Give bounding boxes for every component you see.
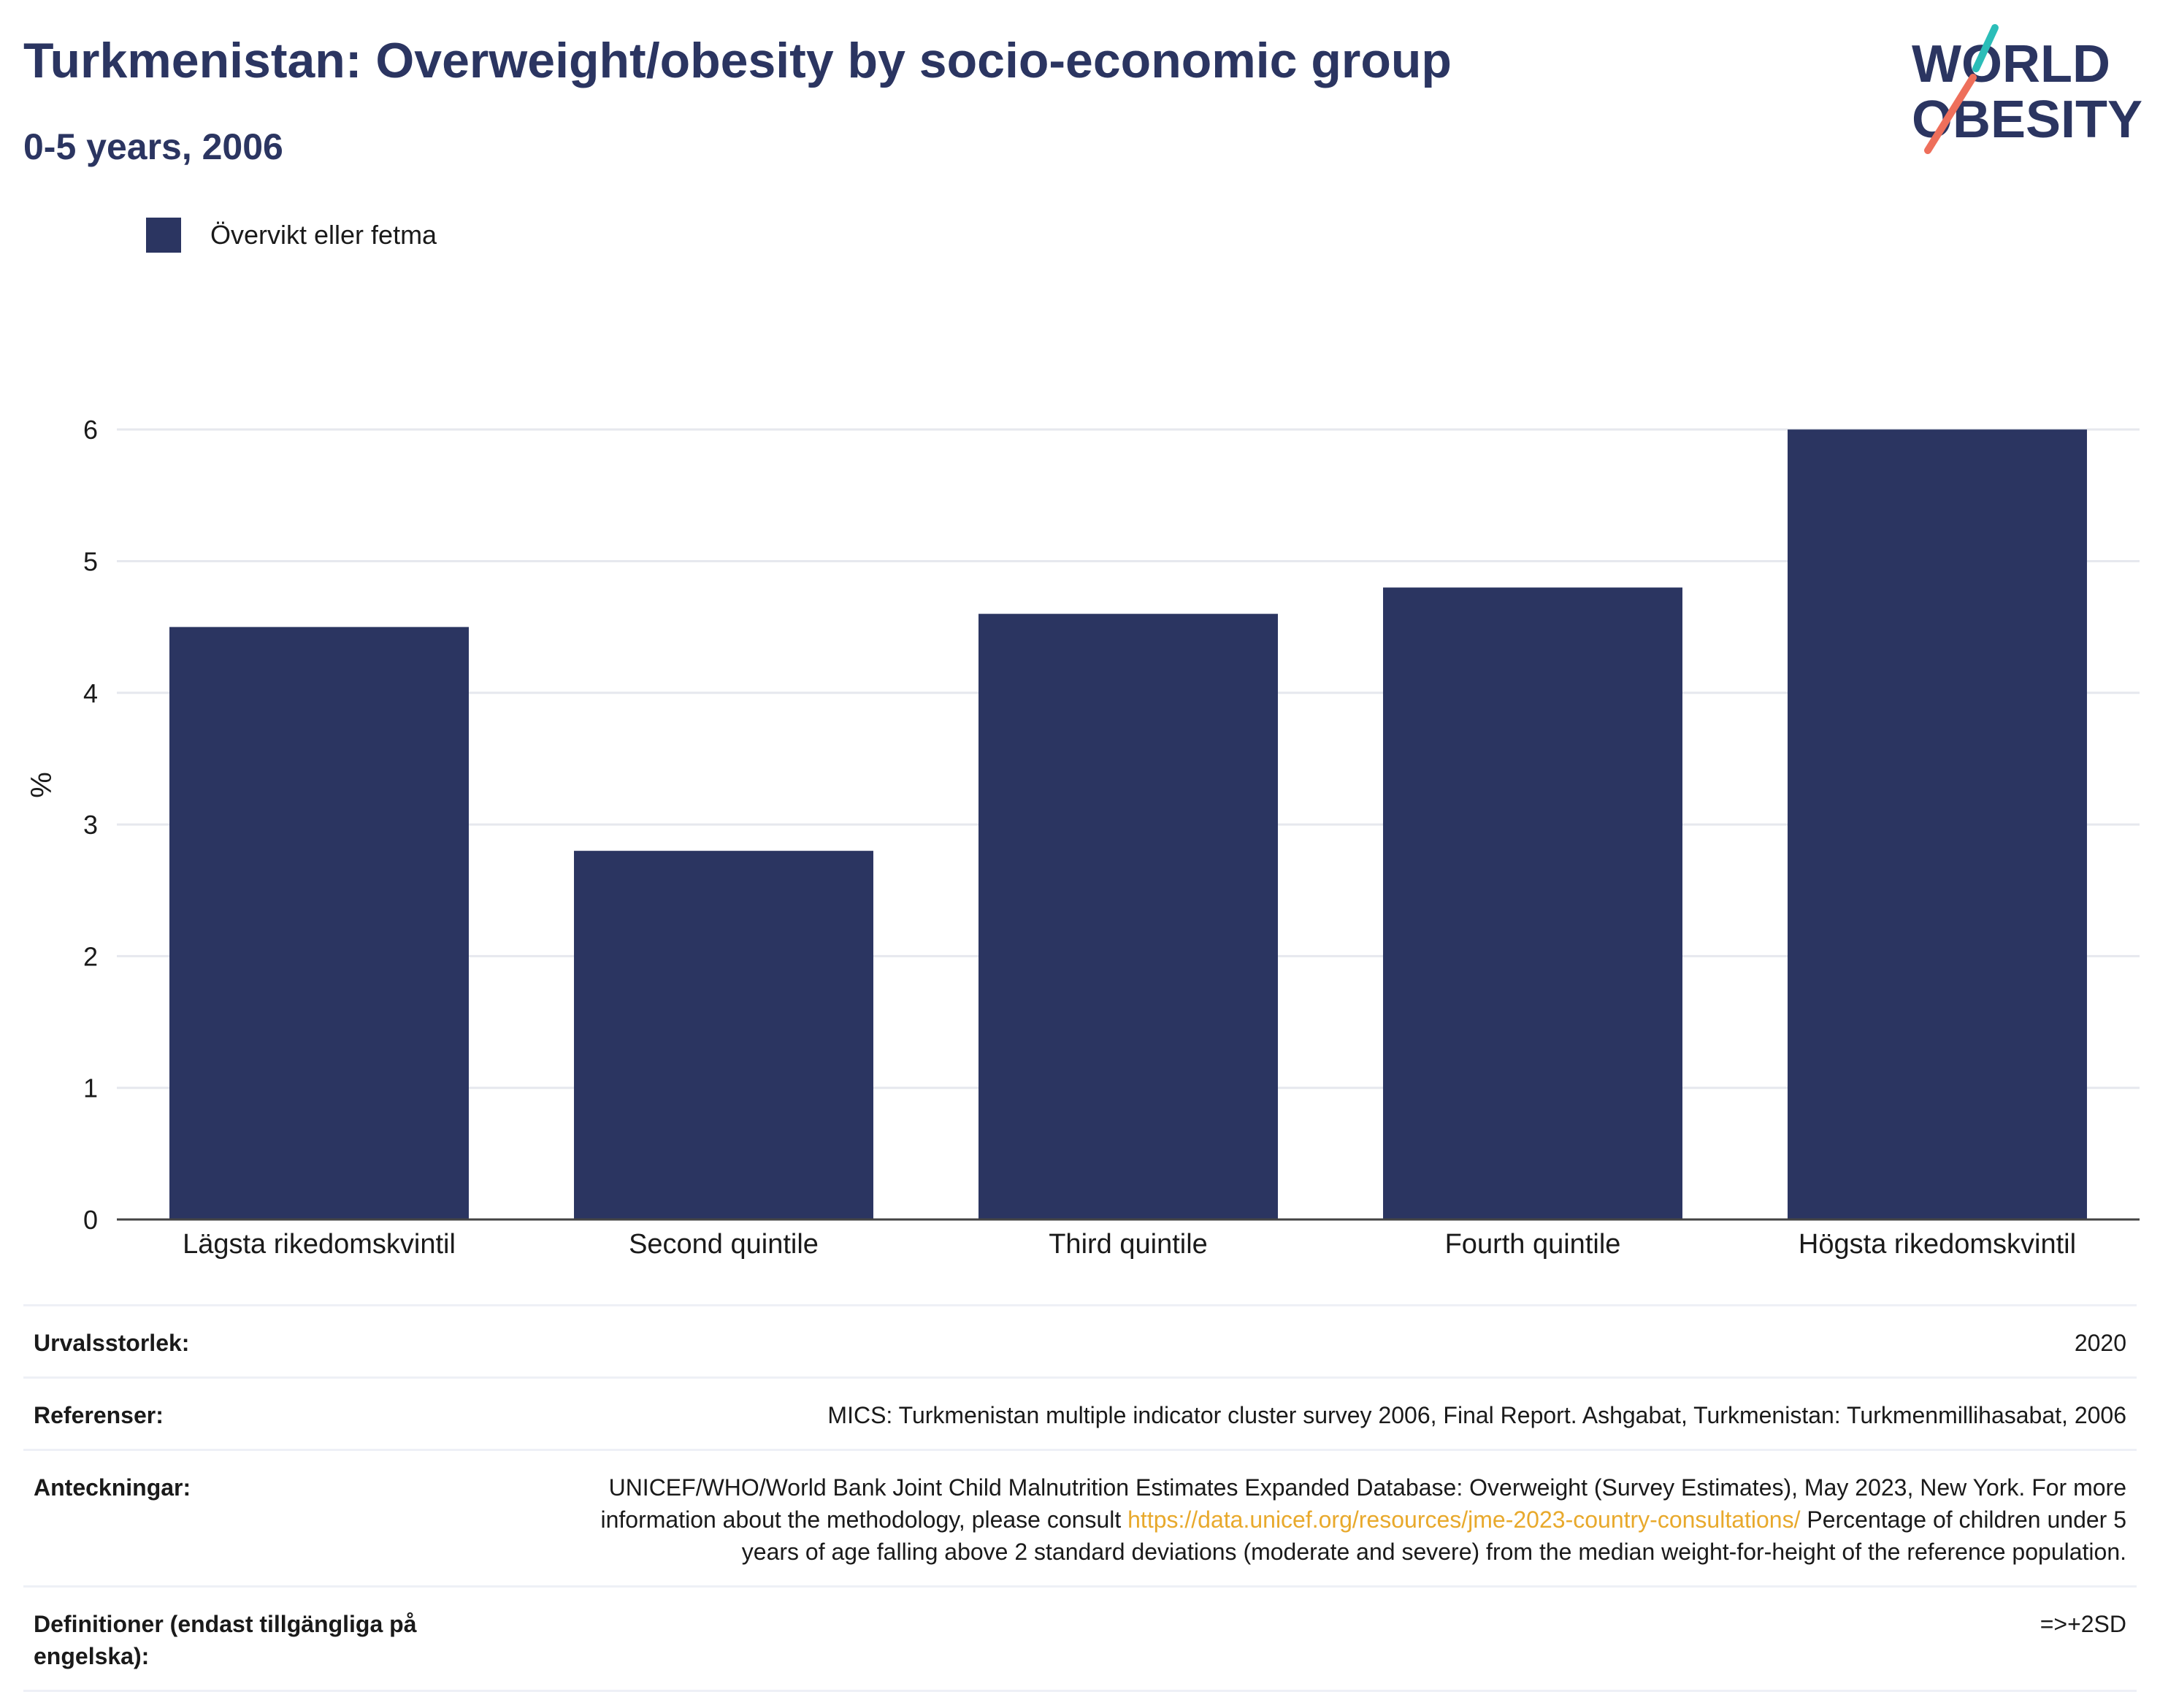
legend-swatch [146, 218, 181, 253]
world-obesity-logo: WORLD OBESITY [1912, 24, 2142, 154]
bar [574, 851, 873, 1219]
logo-slash-teal [1972, 24, 1999, 72]
info-label: Urvalsstorlek: [34, 1330, 190, 1356]
info-value: UNICEF/WHO/World Bank Joint Child Malnut… [593, 1471, 2126, 1568]
x-tick-label: Fourth quintile [1445, 1229, 1621, 1260]
bar-chart: 0 1 2 3 4 5 6% Lägsta rikedomskvintil Second qui… [26, 415, 2140, 1260]
info-label: Definitioner (endast tillgängliga på eng… [34, 1611, 417, 1669]
methodology-link[interactable]: https://data.unicef.org/resources/jme-20… [1127, 1506, 1801, 1533]
info-row-sample-size: Urvalsstorlek: 2020 [23, 1304, 2137, 1376]
y-tick-label: 6 [83, 415, 98, 445]
page-subtitle: 0-5 years, 2006 [23, 126, 283, 167]
info-table: Urvalsstorlek: 2020 Referenser: MICS: Tu… [23, 1304, 2137, 1692]
bar [1383, 587, 1682, 1219]
info-value: 2020 [2074, 1330, 2126, 1356]
notes-text-pre: UNICEF/WHO/World Bank Joint Child Malnut… [600, 1474, 2126, 1533]
y-tick-label: 2 [83, 941, 98, 971]
notes-text-post: Percentage of children under 5 years of … [741, 1506, 2126, 1565]
bar [1788, 429, 2087, 1219]
y-tick-label: 3 [83, 810, 98, 840]
y-tick-label: 0 [83, 1205, 98, 1235]
info-value: MICS: Turkmenistan multiple indicator cl… [827, 1402, 2126, 1428]
y-tick-label: 4 [83, 678, 98, 708]
y-tick-label: 5 [83, 546, 98, 576]
info-value: =>+2SD [2040, 1611, 2126, 1637]
bar [978, 613, 1278, 1219]
info-row-notes: Anteckningar: UNICEF/WHO/World Bank Join… [23, 1449, 2137, 1585]
info-label: Anteckningar: [34, 1474, 191, 1501]
x-tick-label: Second quintile [629, 1229, 819, 1260]
x-tick-label: Högsta rikedomskvintil [1799, 1229, 2076, 1260]
y-tick-label: 1 [83, 1073, 98, 1103]
logo-word-world: WORLD [1912, 35, 2110, 93]
page-title: Turkmenistan: Overweight/obesity by soci… [23, 33, 1452, 88]
info-label: Referenser: [34, 1402, 164, 1428]
x-tick-label: Lägsta rikedomskvintil [183, 1229, 456, 1260]
logo-slash-coral [1924, 74, 1977, 154]
info-row-references: Referenser: MICS: Turkmenistan multiple … [23, 1376, 2137, 1449]
y-axis-label: % [26, 772, 58, 798]
x-tick-label: Third quintile [1049, 1229, 1208, 1260]
legend-label: Övervikt eller fetma [210, 220, 437, 250]
chart-legend: Övervikt eller fetma [146, 216, 437, 254]
bar [169, 627, 469, 1219]
info-row-definitions: Definitioner (endast tillgängliga på eng… [23, 1585, 2137, 1692]
